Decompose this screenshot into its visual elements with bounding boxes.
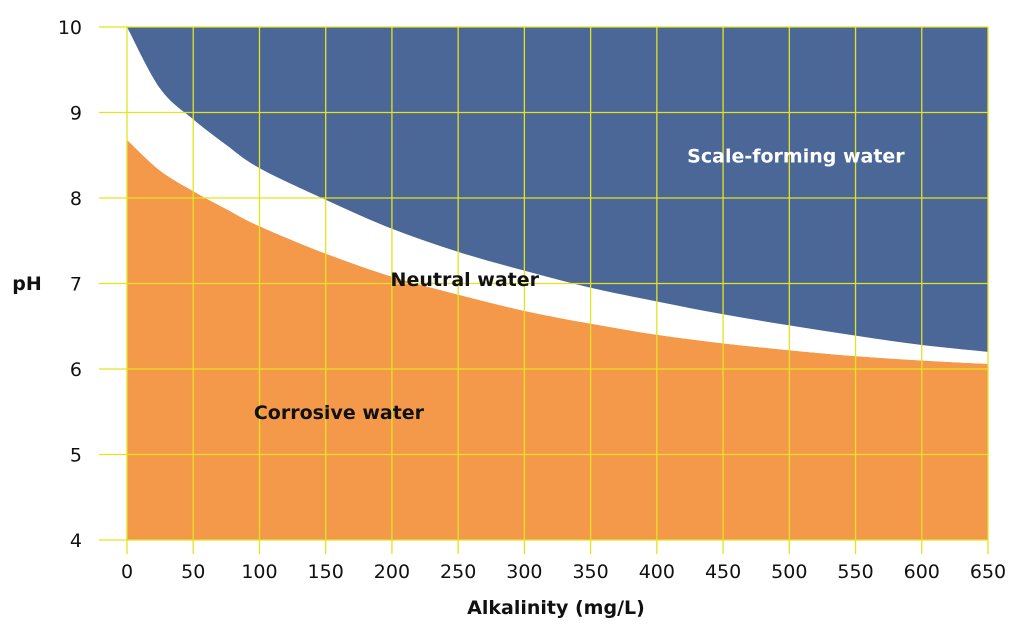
y-tick-label: 8 [70,188,82,210]
x-tick-label: 250 [440,561,476,583]
chart-grid [99,26,989,554]
y-axis-title: pH [12,273,42,295]
y-tick-label: 6 [70,359,82,381]
x-tick-label: 650 [970,561,1006,583]
x-tick-label: 550 [837,561,873,583]
x-tick-label: 50 [181,561,205,583]
y-tick-label: 10 [58,17,82,39]
label-scale-forming-water: Scale-forming water [687,145,905,167]
region-corrosive [127,139,988,541]
y-tick-label: 7 [70,274,82,296]
y-axis-ticks: 4 5 6 7 8 9 10 [58,17,82,552]
x-tick-label: 300 [506,561,542,583]
region-labels: Scale-forming water Neutral water Corrosiv… [254,145,905,424]
x-tick-label: 350 [572,561,608,583]
y-tick-label: 5 [70,445,82,467]
chart-regions [127,27,988,541]
label-corrosive-water: Corrosive water [254,402,425,424]
region-scale [127,27,988,352]
x-tick-label: 500 [771,561,807,583]
y-tick-label: 4 [70,530,82,552]
x-axis-title: Alkalinity (mg/L) [467,597,645,619]
x-tick-label: 100 [241,561,277,583]
x-axis-ticks: 0 50 100 150 200 250 300 350 400 450 500 550 600 650 [121,561,1006,583]
x-tick-label: 600 [904,561,940,583]
x-tick-label: 400 [639,561,675,583]
label-neutral-water: Neutral water [391,269,540,291]
x-tick-label: 0 [121,561,133,583]
region-neutral [127,27,988,364]
x-tick-label: 200 [374,561,410,583]
x-tick-label: 450 [705,561,741,583]
x-tick-label: 150 [308,561,344,583]
y-tick-label: 9 [70,103,82,125]
